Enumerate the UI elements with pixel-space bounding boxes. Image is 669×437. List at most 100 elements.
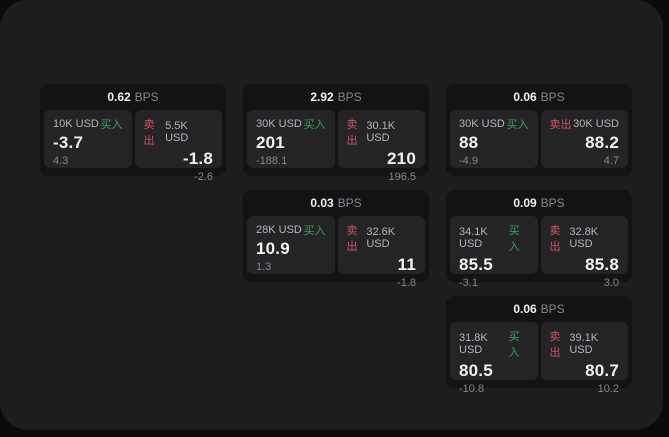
bps-unit-label: BPS [337, 196, 362, 210]
quote-card-body: 10K USD 买入 -3.7 4.3 卖出 5.5K USD -1.8 -2.… [40, 110, 226, 183]
buy-amount: 30K USD [459, 118, 505, 130]
buy-amount: 30K USD [256, 118, 302, 130]
buy-price: 88 [459, 133, 479, 152]
sell-tile-header: 卖出 32.6K USD [347, 222, 417, 254]
bps-value: 0.09 [513, 196, 537, 210]
quote-card-body: 30K USD 买入 88 -4.9 卖出 30K USD 88.2 4.7 [446, 110, 632, 168]
bps-header: 0.06 BPS [446, 84, 632, 110]
buy-tile-header: 28K USD 买入 [256, 222, 326, 238]
sell-amount: 32.6K USD [366, 226, 396, 250]
buy-quote-tile[interactable]: 30K USD 买入 88 -4.9 [450, 110, 538, 168]
buy-quote-tile[interactable]: 10K USD 买入 -3.7 4.3 [44, 110, 132, 168]
sell-amount: 30K USD [573, 118, 619, 130]
bps-unit-label: BPS [337, 90, 362, 104]
sell-amount: 39.1K USD [569, 332, 599, 356]
buy-quote-tile[interactable]: 28K USD 买入 10.9 1.3 [247, 216, 335, 274]
buy-amount: 28K USD [256, 224, 302, 236]
sell-tag: 卖出 [346, 119, 358, 147]
bps-value: 0.03 [310, 196, 334, 210]
sell-tile-header: 卖出 30.1K USD [347, 116, 417, 148]
buy-tag: 买入 [508, 331, 520, 359]
buy-delta: -4.9 [459, 155, 478, 167]
buy-amount: 34.1K USD [459, 226, 488, 250]
sell-price: 80.7 [585, 361, 619, 380]
sell-tile-header: 卖出 39.1K USD [550, 328, 620, 360]
bps-header: 2.92 BPS [243, 84, 429, 110]
sell-tag: 卖出 [549, 331, 561, 359]
quote-board: 0.62 BPS 10K USD 买入 -3.7 4.3 卖出 5.5K USD… [40, 84, 632, 395]
buy-tile-header: 30K USD 买入 [459, 116, 529, 132]
sell-price: 85.8 [585, 255, 619, 274]
sell-quote-tile[interactable]: 卖出 39.1K USD 80.7 10.2 [540, 322, 628, 395]
sell-price: -1.8 [182, 149, 213, 168]
bps-header: 0.09 BPS [446, 190, 632, 216]
sell-tag: 卖出 [549, 225, 561, 253]
buy-tile-header: 10K USD 买入 [53, 116, 123, 132]
sell-tile-header: 卖出 30K USD [550, 116, 620, 132]
sell-delta: -1.8 [397, 277, 416, 289]
buy-price: 10.9 [256, 239, 290, 258]
bps-unit-label: BPS [540, 196, 565, 210]
sell-quote-tile[interactable]: 卖出 30K USD 88.2 4.7 [540, 110, 628, 168]
buy-quote-tile[interactable]: 31.8K USD 买入 80.5 -10.8 [450, 322, 538, 395]
sell-tile-header: 卖出 32.8K USD [550, 222, 620, 254]
buy-delta: -3.1 [459, 277, 478, 289]
sell-tag: 卖出 [549, 119, 572, 131]
buy-tile-header: 31.8K USD 买入 [459, 328, 529, 360]
buy-price: 201 [256, 133, 285, 152]
bps-header: 0.62 BPS [40, 84, 226, 110]
board-column-3: 0.06 BPS 30K USD 买入 88 -4.9 卖出 30K USD 8… [446, 84, 632, 395]
quote-card: 0.09 BPS 34.1K USD 买入 85.5 -3.1 卖出 32.8K… [446, 190, 632, 289]
quote-card-body: 30K USD 买入 201 -188.1 卖出 30.1K USD 210 1… [243, 110, 429, 183]
sell-tag: 卖出 [143, 119, 155, 147]
quote-card-body: 28K USD 买入 10.9 1.3 卖出 32.6K USD 11 -1.8 [243, 216, 429, 289]
sell-amount: 5.5K USD [165, 120, 189, 144]
quote-card-body: 31.8K USD 买入 80.5 -10.8 卖出 39.1K USD 80.… [446, 322, 632, 395]
sell-quote-tile[interactable]: 卖出 32.8K USD 85.8 3.0 [540, 216, 628, 289]
quote-card: 0.62 BPS 10K USD 买入 -3.7 4.3 卖出 5.5K USD… [40, 84, 226, 183]
board-column-2: 2.92 BPS 30K USD 买入 201 -188.1 卖出 30.1K … [243, 84, 429, 388]
sell-delta: -2.6 [194, 171, 213, 183]
buy-delta: -10.8 [459, 383, 485, 395]
buy-tag: 买入 [100, 119, 123, 131]
bps-value: 0.06 [513, 90, 537, 104]
sell-delta: 3.0 [603, 277, 619, 289]
sell-tile-header: 卖出 5.5K USD [144, 116, 214, 148]
quote-card: 0.03 BPS 28K USD 买入 10.9 1.3 卖出 32.6K US… [243, 190, 429, 289]
buy-tag: 买入 [303, 119, 326, 131]
buy-quote-tile[interactable]: 34.1K USD 买入 85.5 -3.1 [450, 216, 538, 289]
buy-price: -3.7 [53, 133, 84, 152]
sell-price: 88.2 [585, 133, 619, 152]
sell-quote-tile[interactable]: 卖出 30.1K USD 210 196.5 [337, 110, 425, 183]
bps-value: 2.92 [310, 90, 334, 104]
bps-unit-label: BPS [540, 302, 565, 316]
sell-amount: 32.8K USD [569, 226, 599, 250]
buy-amount: 31.8K USD [459, 332, 488, 356]
buy-delta: -188.1 [256, 155, 288, 167]
sell-quote-tile[interactable]: 卖出 5.5K USD -1.8 -2.6 [134, 110, 222, 183]
quote-card: 0.06 BPS 31.8K USD 买入 80.5 -10.8 卖出 39.1… [446, 296, 632, 395]
sell-tag: 卖出 [346, 225, 358, 253]
bps-value: 0.06 [513, 302, 537, 316]
sell-delta: 10.2 [597, 383, 619, 395]
bps-header: 0.03 BPS [243, 190, 429, 216]
buy-delta: 4.3 [53, 155, 69, 167]
sell-delta: 196.5 [388, 171, 416, 183]
sell-price: 210 [387, 149, 416, 168]
bps-value: 0.62 [107, 90, 131, 104]
sell-price: 11 [397, 255, 416, 274]
buy-tag: 买入 [303, 225, 326, 237]
buy-tile-header: 34.1K USD 买入 [459, 222, 529, 254]
buy-price: 80.5 [459, 361, 493, 380]
buy-tag: 买入 [508, 225, 520, 253]
bps-header: 0.06 BPS [446, 296, 632, 322]
quote-card: 0.06 BPS 30K USD 买入 88 -4.9 卖出 30K USD 8… [446, 84, 632, 176]
quote-card: 2.92 BPS 30K USD 买入 201 -188.1 卖出 30.1K … [243, 84, 429, 183]
buy-tag: 买入 [506, 119, 529, 131]
sell-quote-tile[interactable]: 卖出 32.6K USD 11 -1.8 [337, 216, 425, 289]
sell-amount: 30.1K USD [366, 120, 396, 144]
buy-price: 85.5 [459, 255, 493, 274]
buy-tile-header: 30K USD 买入 [256, 116, 326, 132]
buy-amount: 10K USD [53, 118, 99, 130]
buy-quote-tile[interactable]: 30K USD 买入 201 -188.1 [247, 110, 335, 168]
